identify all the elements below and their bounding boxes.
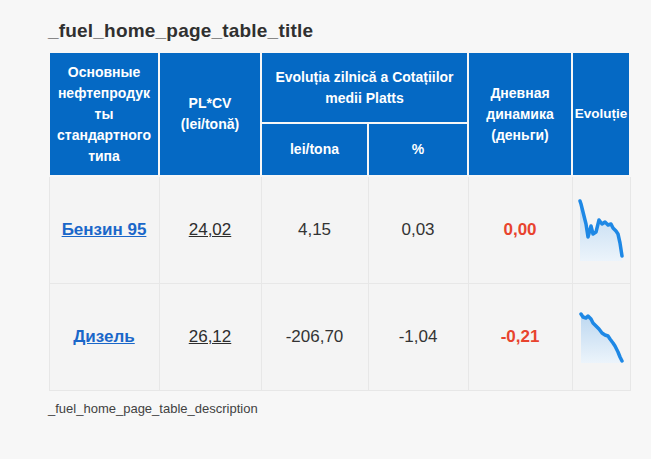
table-description: _fuel_home_page_table_description (48, 401, 629, 416)
daily-dynamics-value: 0,00 (468, 176, 572, 283)
table-row-dizel: Дизель 26,12 -206,70 -1,04 -0,21 (49, 283, 630, 390)
plcv-cell: 24,02 (159, 176, 261, 283)
daily-dynamics-value: -0,21 (468, 283, 572, 390)
plcv-link-dizel[interactable]: 26,12 (189, 327, 232, 346)
col-header-plcv: PL*CV (lei/tonă) (159, 52, 261, 176)
table-row-benzin-95: Бензин 95 24,02 4,15 0,03 0,00 (49, 176, 630, 283)
sparkline-chart (578, 199, 624, 261)
col-header-products: Основные нефтепродукты стандартного типа (49, 52, 159, 176)
col-header-percent: % (368, 123, 468, 176)
plcv-cell: 26,12 (159, 283, 261, 390)
col-header-lei-tona: lei/tona (261, 123, 368, 176)
table-header: Основные нефтепродукты стандартного типа… (49, 52, 630, 176)
product-link-benzin-95[interactable]: Бензин 95 (62, 220, 147, 239)
sparkline-chart (579, 311, 624, 363)
percent-value: -1,04 (368, 283, 468, 390)
col-header-daily-dynamics: Дневная динамика (деньги) (468, 52, 572, 176)
product-link-dizel[interactable]: Дизель (73, 327, 135, 346)
lei-tona-value: -206,70 (261, 283, 368, 390)
product-cell: Бензин 95 (49, 176, 159, 283)
evolution-chart-cell (572, 176, 630, 283)
fuel-price-table: Основные нефтепродукты стандартного типа… (48, 51, 631, 391)
col-header-evolutie: Evoluție (572, 52, 630, 176)
evolution-chart-cell (572, 283, 630, 390)
page-title: _fuel_home_page_table_title (48, 20, 629, 42)
percent-value: 0,03 (368, 176, 468, 283)
product-cell: Дизель (49, 283, 159, 390)
fuel-page-section: _fuel_home_page_table_title Основные неф… (0, 0, 651, 416)
lei-tona-value: 4,15 (261, 176, 368, 283)
plcv-link-benzin-95[interactable]: 24,02 (189, 220, 232, 239)
col-header-evolution-group: Evoluția zilnică a Cotațiilor medii Plat… (261, 52, 468, 123)
